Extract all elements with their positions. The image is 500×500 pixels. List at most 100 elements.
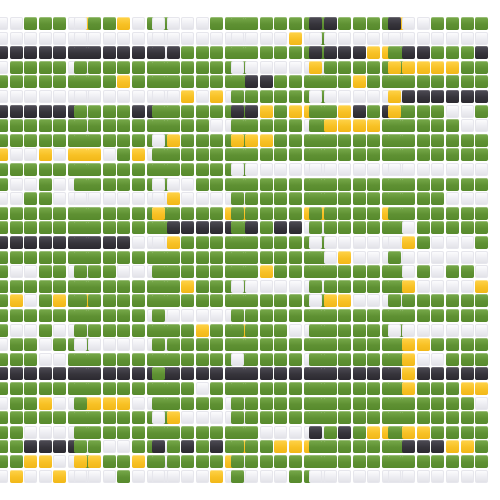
- grid-cell-active[interactable]: [230, 119, 244, 133]
- grid-cell-active[interactable]: [245, 177, 259, 191]
- grid-cell-empty[interactable]: [0, 469, 8, 483]
- grid-cell-active[interactable]: [131, 352, 145, 366]
- grid-cell-active[interactable]: [259, 323, 273, 337]
- grid-cell-active[interactable]: [288, 119, 302, 133]
- grid-cell-active[interactable]: [131, 294, 145, 308]
- grid-cell-empty[interactable]: [445, 163, 459, 176]
- grid-cell-active[interactable]: [416, 396, 430, 410]
- grid-cell-active[interactable]: [166, 294, 180, 308]
- grid-cell-empty[interactable]: [352, 250, 366, 264]
- grid-cell-empty[interactable]: [387, 469, 401, 483]
- grid-cell-active[interactable]: [0, 323, 8, 337]
- grid-cell-warning[interactable]: [338, 250, 352, 264]
- grid-cell-active[interactable]: [431, 177, 445, 191]
- grid-cell-active[interactable]: [230, 382, 244, 395]
- grid-cell-active[interactable]: [230, 75, 244, 89]
- grid-cell-empty[interactable]: [73, 31, 87, 45]
- grid-cell-empty[interactable]: [0, 17, 8, 30]
- grid-cell-active[interactable]: [431, 455, 445, 468]
- grid-cell-empty[interactable]: [117, 338, 131, 352]
- grid-cell-active[interactable]: [166, 352, 180, 366]
- grid-cell-active[interactable]: [288, 455, 302, 468]
- grid-cell-warning[interactable]: [387, 104, 401, 118]
- grid-cell-warning[interactable]: [402, 425, 416, 439]
- grid-cell-active[interactable]: [9, 206, 23, 220]
- grid-cell-active[interactable]: [9, 221, 23, 235]
- grid-cell-active[interactable]: [259, 148, 273, 162]
- grid-cell-active[interactable]: [88, 382, 102, 395]
- grid-cell-active[interactable]: [166, 323, 180, 337]
- grid-cell-active[interactable]: [230, 148, 244, 162]
- grid-cell-active[interactable]: [431, 425, 445, 439]
- grid-cell-active[interactable]: [352, 411, 366, 425]
- grid-cell-active[interactable]: [131, 250, 145, 264]
- grid-cell-empty[interactable]: [181, 177, 195, 191]
- grid-cell-active[interactable]: [102, 250, 116, 264]
- grid-cell-active[interactable]: [24, 119, 38, 133]
- grid-cell-empty[interactable]: [309, 469, 322, 483]
- grid-cell-empty[interactable]: [152, 469, 165, 483]
- grid-cell-active[interactable]: [309, 323, 322, 337]
- grid-cell-warning[interactable]: [73, 455, 87, 468]
- grid-cell-active[interactable]: [387, 338, 401, 352]
- grid-cell-active[interactable]: [9, 60, 23, 74]
- grid-cell-active[interactable]: [445, 119, 459, 133]
- grid-cell-active[interactable]: [445, 309, 459, 322]
- grid-cell-active[interactable]: [288, 192, 302, 206]
- grid-cell-inactive[interactable]: [38, 367, 52, 381]
- grid-cell-active[interactable]: [288, 352, 302, 366]
- grid-cell-active[interactable]: [402, 104, 416, 118]
- grid-cell-warning[interactable]: [9, 469, 23, 483]
- grid-cell-inactive[interactable]: [117, 46, 131, 60]
- grid-cell-inactive[interactable]: [323, 17, 337, 30]
- grid-cell-empty[interactable]: [53, 396, 67, 410]
- grid-cell-active[interactable]: [288, 469, 302, 483]
- grid-cell-warning[interactable]: [402, 352, 416, 366]
- grid-cell-warning[interactable]: [131, 148, 145, 162]
- grid-cell-empty[interactable]: [431, 31, 445, 45]
- grid-cell-empty[interactable]: [475, 31, 489, 45]
- grid-cell-inactive[interactable]: [460, 90, 474, 103]
- grid-cell-active[interactable]: [117, 279, 131, 293]
- grid-cell-active[interactable]: [445, 294, 459, 308]
- grid-cell-active[interactable]: [416, 221, 430, 235]
- grid-cell-empty[interactable]: [352, 294, 366, 308]
- grid-cell-empty[interactable]: [131, 31, 145, 45]
- grid-cell-active[interactable]: [367, 455, 381, 468]
- grid-cell-active[interactable]: [38, 60, 52, 74]
- grid-cell-active[interactable]: [259, 90, 273, 103]
- grid-cell-active[interactable]: [131, 206, 145, 220]
- grid-cell-active[interactable]: [274, 265, 288, 279]
- grid-cell-active[interactable]: [416, 294, 430, 308]
- grid-cell-active[interactable]: [416, 133, 430, 147]
- grid-cell-active[interactable]: [195, 236, 209, 249]
- grid-cell-inactive[interactable]: [195, 367, 209, 381]
- grid-cell-active[interactable]: [152, 455, 165, 468]
- grid-cell-active[interactable]: [210, 46, 224, 60]
- grid-cell-empty[interactable]: [166, 90, 180, 103]
- grid-cell-active[interactable]: [274, 75, 288, 89]
- grid-cell-active[interactable]: [323, 221, 337, 235]
- grid-cell-active[interactable]: [24, 60, 38, 74]
- grid-cell-active[interactable]: [323, 148, 337, 162]
- grid-cell-active[interactable]: [230, 411, 244, 425]
- grid-cell-active[interactable]: [152, 323, 165, 337]
- grid-cell-active[interactable]: [88, 119, 102, 133]
- grid-cell-active[interactable]: [288, 148, 302, 162]
- grid-cell-active[interactable]: [445, 352, 459, 366]
- grid-cell-warning[interactable]: [431, 60, 445, 74]
- grid-cell-empty[interactable]: [9, 323, 23, 337]
- grid-cell-active[interactable]: [210, 352, 224, 366]
- grid-cell-active[interactable]: [230, 309, 244, 322]
- grid-cell-active[interactable]: [387, 46, 401, 60]
- grid-cell-empty[interactable]: [416, 469, 430, 483]
- grid-cell-active[interactable]: [367, 221, 381, 235]
- grid-cell-warning[interactable]: [259, 265, 273, 279]
- grid-cell-active[interactable]: [166, 338, 180, 352]
- grid-cell-active[interactable]: [475, 294, 489, 308]
- grid-cell-empty[interactable]: [367, 163, 381, 176]
- grid-cell-active[interactable]: [367, 279, 381, 293]
- grid-cell-empty[interactable]: [9, 90, 23, 103]
- grid-cell-active[interactable]: [460, 133, 474, 147]
- grid-cell-active[interactable]: [402, 294, 416, 308]
